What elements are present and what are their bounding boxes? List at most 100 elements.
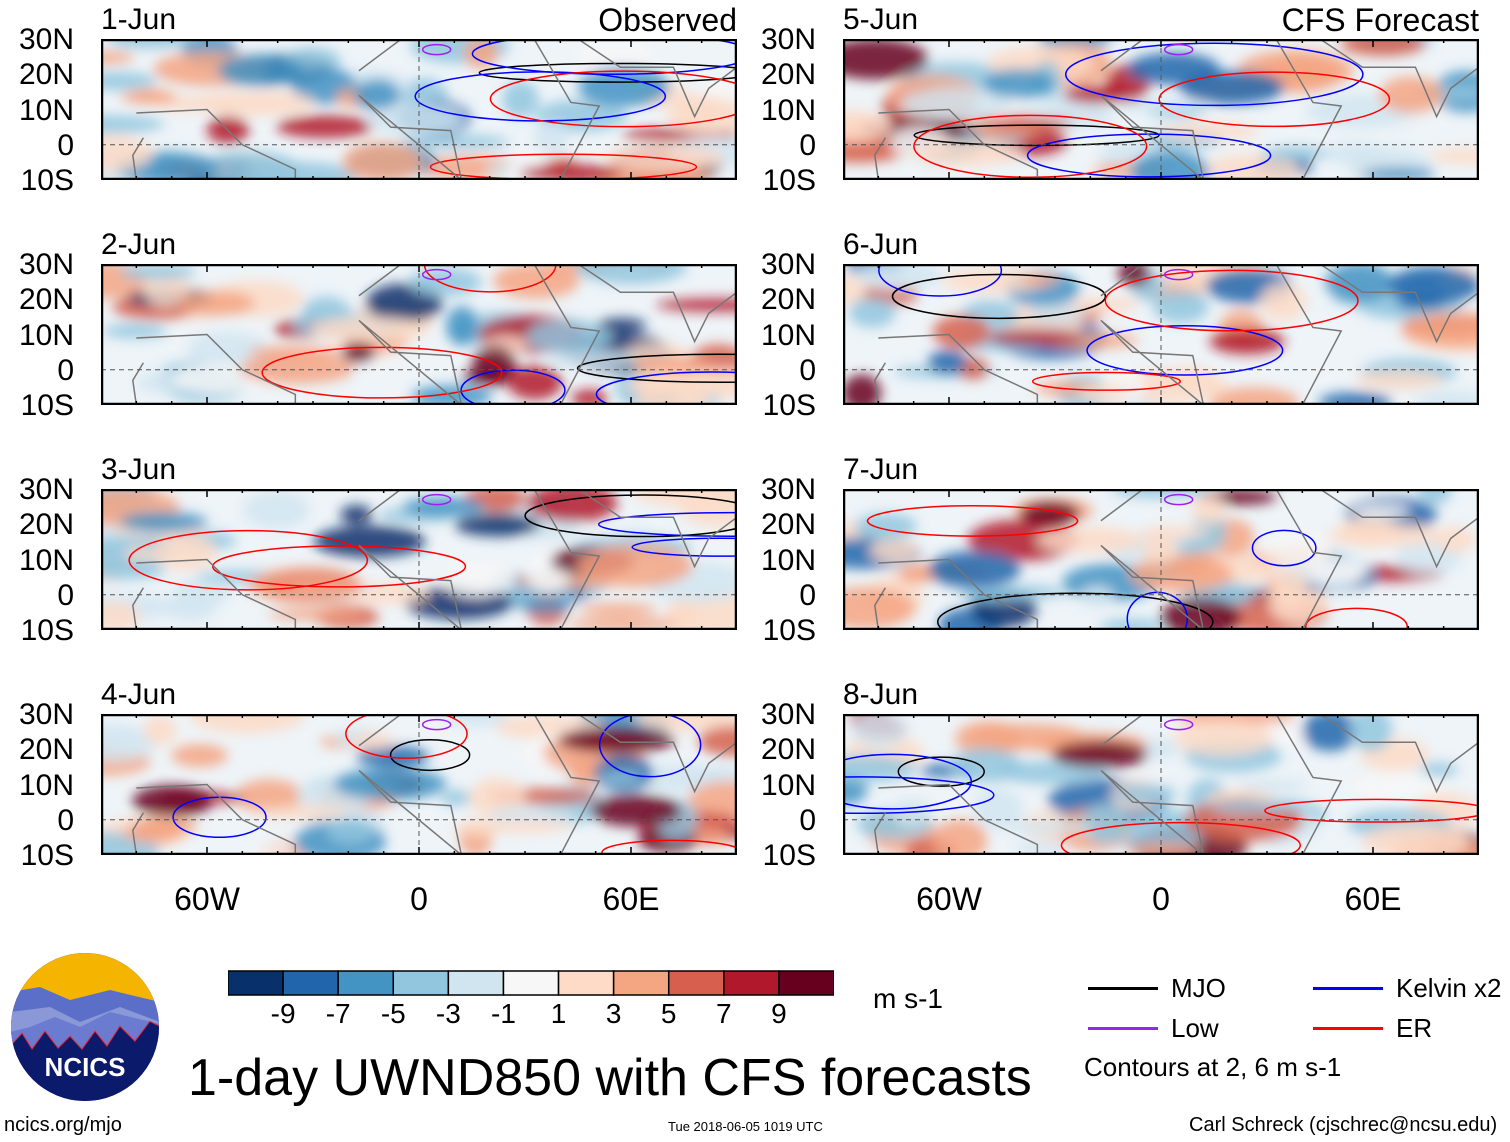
anomaly-blob xyxy=(974,788,1024,830)
contour-line xyxy=(1064,42,1364,107)
anomaly-blob xyxy=(1152,289,1209,324)
lat-tick-label: 10N xyxy=(760,768,816,802)
colorbar-tick-label: 7 xyxy=(716,998,732,1029)
map-panel xyxy=(843,39,1479,180)
figure-title: 1-day UWND850 with CFS forecasts xyxy=(188,1049,1032,1107)
legend-line-mjo xyxy=(1088,987,1158,990)
anomaly-blob xyxy=(254,805,348,820)
lon-tick-label: 60E xyxy=(602,881,660,917)
lat-tick-label: 10N xyxy=(18,768,74,802)
anomaly-blob xyxy=(988,330,1083,346)
anomaly-blob xyxy=(1237,779,1309,793)
colorbar-tick-label: 5 xyxy=(660,998,677,1029)
anomaly-blob xyxy=(200,151,300,180)
anomaly-blob xyxy=(843,39,928,80)
coastline xyxy=(132,558,297,630)
anomaly-blob xyxy=(340,583,430,605)
anomaly-blob xyxy=(340,341,376,364)
legend-line-kelvin-x2 xyxy=(1313,987,1383,990)
panel-date-label: 8-Jun xyxy=(843,678,919,711)
anomaly-blob xyxy=(955,584,1067,600)
anomaly-blob xyxy=(473,819,573,833)
lat-tick-label: 10S xyxy=(20,164,74,197)
lat-tick-label: 10S xyxy=(20,389,74,422)
anomaly-blob xyxy=(1209,328,1285,355)
panel-header: CFS Forecast xyxy=(1281,2,1479,38)
lat-tick-label: 0 xyxy=(57,578,74,612)
colorbar-swatch xyxy=(392,970,450,996)
anomaly-blob xyxy=(687,781,737,819)
anomaly-blob xyxy=(445,306,478,346)
lat-tick-label: 0 xyxy=(799,353,816,387)
anomaly-blob xyxy=(1415,390,1479,405)
legend-line-low xyxy=(1088,1027,1158,1030)
footer-url[interactable]: ncics.org/mjo xyxy=(4,1114,122,1136)
coastline xyxy=(1100,714,1343,855)
anomaly-blob xyxy=(340,505,373,525)
anomaly-blob xyxy=(217,54,304,87)
contour-line xyxy=(866,505,1079,537)
anomaly-blob xyxy=(247,567,363,603)
anomaly-blob xyxy=(247,345,346,359)
lat-tick-label: 10N xyxy=(18,318,74,352)
anomaly-blob xyxy=(1125,843,1200,855)
anomaly-blob xyxy=(896,568,939,584)
anomaly-blob xyxy=(119,264,196,281)
anomaly-blob xyxy=(443,714,510,728)
anomaly-blob xyxy=(276,115,373,138)
contour-line xyxy=(598,714,702,778)
lat-tick-label: 0 xyxy=(57,803,74,837)
lat-tick-label: 30N xyxy=(18,23,74,56)
anomaly-blob xyxy=(927,349,968,374)
legend-label: ER xyxy=(1396,1013,1433,1043)
contour-line xyxy=(601,839,737,855)
anomaly-blob xyxy=(578,603,658,616)
contour-line xyxy=(389,739,471,772)
colorbar xyxy=(228,970,834,996)
anomaly-blob xyxy=(352,732,393,750)
anomaly-blob xyxy=(1080,585,1114,607)
anomaly-blob xyxy=(101,115,165,134)
anomaly-blob xyxy=(597,318,647,333)
anomaly-blob xyxy=(1362,167,1436,180)
anomaly-blob xyxy=(101,601,141,630)
map-panel xyxy=(101,39,737,180)
footer-author: Carl Schreck (cjschrec@ncsu.edu) xyxy=(1189,1114,1498,1136)
contour-line xyxy=(576,353,737,383)
legend-label: MJO xyxy=(1171,973,1226,1003)
coastline xyxy=(577,714,737,794)
anomaly-blob xyxy=(854,513,917,540)
anomaly-blob xyxy=(143,715,177,746)
colorbar-tick-label: -9 xyxy=(270,998,296,1029)
anomaly-blob xyxy=(124,822,182,844)
anomaly-blob xyxy=(1173,720,1273,756)
anomaly-blob xyxy=(843,586,916,629)
anomaly-blob xyxy=(1063,85,1132,104)
legend-label: Kelvin x2 xyxy=(1396,973,1502,1003)
coastline xyxy=(1100,264,1343,405)
anomaly-blob xyxy=(119,91,178,104)
panel-date-label: 6-Jun xyxy=(843,228,919,261)
lon-tick-label: 60W xyxy=(174,881,240,917)
anomaly-blob xyxy=(1052,741,1148,769)
footer-timestamp: Tue 2018-06-05 1019 UTC xyxy=(668,1119,823,1134)
anomaly-blob xyxy=(843,374,882,405)
lat-tick-label: 20N xyxy=(760,283,816,317)
anomaly-blob xyxy=(245,845,296,855)
coastline xyxy=(874,783,1039,855)
anomaly-blob xyxy=(577,544,693,588)
contour-line xyxy=(897,756,985,787)
anomaly-blob xyxy=(686,765,737,785)
anomaly-blob xyxy=(1179,70,1285,105)
colorbar-swatch xyxy=(228,970,284,996)
contour-line xyxy=(212,545,467,588)
coastline xyxy=(1100,489,1343,630)
anomaly-blob xyxy=(1340,39,1426,57)
lat-tick-label: 20N xyxy=(18,283,74,317)
anomaly-blob xyxy=(1191,494,1226,525)
anomaly-blob xyxy=(440,789,472,806)
contour-line xyxy=(1163,268,1194,281)
anomaly-blob xyxy=(454,513,541,537)
colorbar-swatch xyxy=(667,970,725,996)
contour-line xyxy=(345,714,468,759)
